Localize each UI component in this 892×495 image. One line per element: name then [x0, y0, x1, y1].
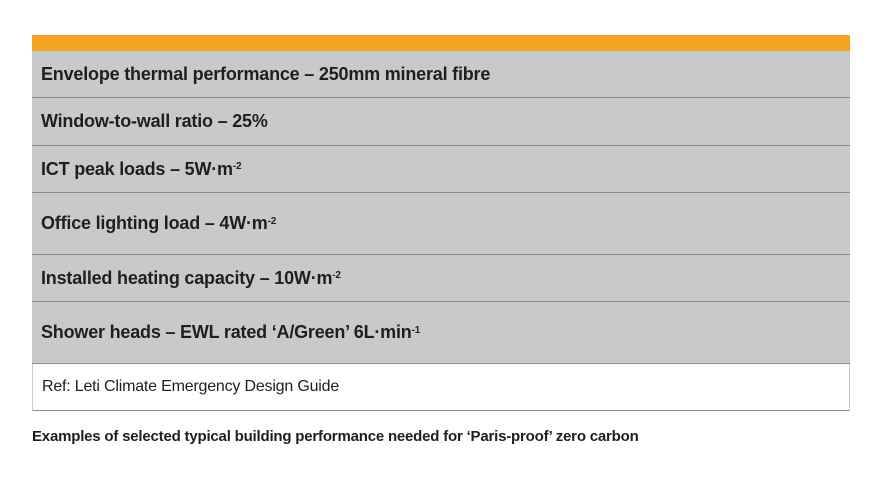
reference-text: Ref: Leti Climate Emergency Design Guide [42, 378, 340, 395]
performance-table: Envelope thermal performance – 250mm min… [32, 35, 850, 411]
row-text: ICT peak loads – 5W·m [41, 158, 233, 179]
table-row: Envelope thermal performance – 250mm min… [32, 51, 850, 98]
row-text: Envelope thermal performance – 250mm min… [41, 63, 491, 84]
table-row: ICT peak loads – 5W·m -2 [32, 146, 850, 193]
row-text: Installed heating capacity – 10W·m [41, 267, 333, 288]
row-text: Office lighting load – 4W·m [41, 213, 268, 233]
table-row: Shower heads – EWL rated ‘A/Green’ 6L·mi… [32, 302, 850, 364]
table-row: Installed heating capacity – 10W·m -2 [32, 255, 850, 302]
row-text: Shower heads – EWL rated ‘A/Green’ 6L·mi… [41, 322, 412, 342]
row-text: Window-to-wall ratio – 25% [41, 111, 268, 131]
table-row: Office lighting load – 4W·m -2 [32, 193, 850, 255]
table-caption: Examples of selected typical building pe… [32, 428, 639, 445]
table-row: Window-to-wall ratio – 25% [32, 98, 850, 146]
reference-row: Ref: Leti Climate Emergency Design Guide [32, 364, 850, 411]
table-accent-bar [32, 35, 850, 51]
